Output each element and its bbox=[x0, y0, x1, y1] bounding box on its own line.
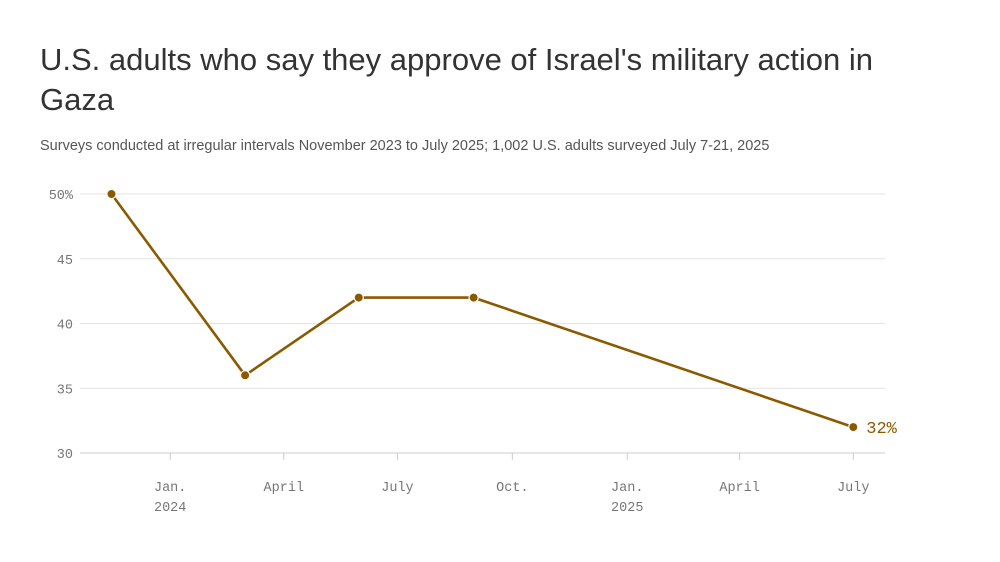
x-tick-label: July bbox=[837, 481, 869, 496]
data-points bbox=[106, 188, 859, 433]
x-axis: Jan. 2024 April July Oct. Jan. 2025 April July bbox=[154, 453, 869, 516]
data-point bbox=[106, 188, 117, 200]
data-point bbox=[353, 292, 364, 303]
x-tick-year-label: 2024 bbox=[154, 501, 186, 516]
x-tick-label: July bbox=[381, 481, 413, 496]
x-tick-label: April bbox=[264, 481, 305, 496]
annotations: 32% bbox=[866, 420, 897, 439]
data-point bbox=[239, 370, 251, 381]
end-value-label: 32% bbox=[866, 420, 897, 439]
series-line bbox=[110, 192, 855, 429]
gridlines bbox=[80, 193, 885, 454]
y-tick-label: 40 bbox=[57, 319, 73, 334]
chart-title: U.S. adults who say they approve of Isra… bbox=[40, 42, 873, 117]
x-tick-label: Oct. bbox=[496, 481, 528, 496]
y-tick-label: 45 bbox=[57, 254, 73, 269]
x-tick-label: Jan. bbox=[154, 481, 186, 496]
y-axis-labels: 50% 45 40 35 30 bbox=[49, 189, 74, 463]
data-point bbox=[468, 292, 479, 303]
y-tick-label: 50% bbox=[49, 189, 74, 204]
x-tick-year-label: 2025 bbox=[611, 501, 643, 516]
x-tick-label: April bbox=[719, 481, 760, 496]
data-point bbox=[848, 421, 859, 433]
y-tick-label: 35 bbox=[57, 383, 73, 398]
x-tick-label: Jan. bbox=[611, 481, 643, 496]
y-tick-label: 30 bbox=[57, 448, 73, 463]
chart-subtitle: Surveys conducted at irregular intervals… bbox=[40, 138, 770, 154]
series-line-layer bbox=[110, 192, 855, 429]
